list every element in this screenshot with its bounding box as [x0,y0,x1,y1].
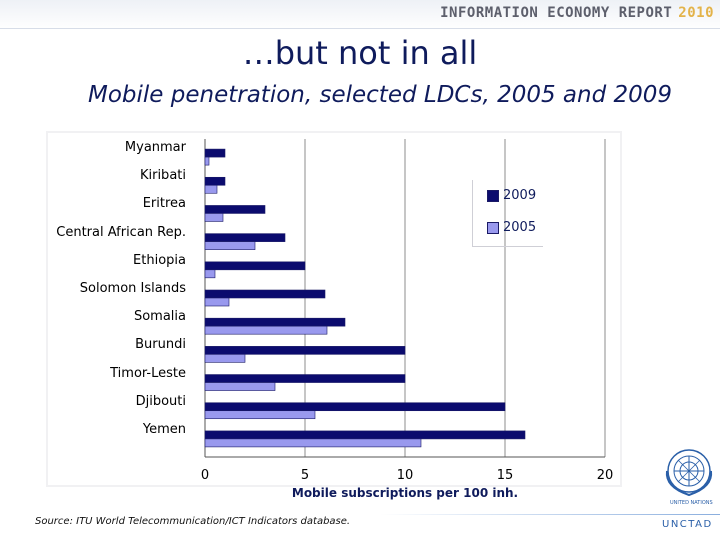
x-axis-title: Mobile subscriptions per 100 inh. [291,486,519,500]
category-label: Solomon Islands [79,281,186,296]
bar-2009-10 [204,430,526,440]
x-tick-label: 0 [200,468,210,483]
category-label: Central African Rep. [56,224,186,240]
slide-title: …but not in all [242,34,478,72]
legend-swatch-2009 [487,189,499,202]
legend-label-2009: 2009 [503,188,537,203]
legend-swatch-2005 [487,221,499,234]
category-label: Djibouti [135,393,186,409]
bar-2005-6 [204,325,328,335]
category-label: Burundi [135,337,186,353]
chart-area [48,133,620,485]
chart-legend: 2009 2005 [472,180,543,247]
footer-rule [380,514,720,515]
bar-2005-8 [204,382,276,391]
category-label: Kiribati [139,168,186,184]
category-labels: Myanmar Kiribati Eritrea Central African Re… [48,133,194,453]
bar-2005-7 [204,354,246,363]
bar-2009-1 [204,176,226,186]
united-nations-label: UNITED NATIONS [670,500,713,506]
legend-item-2005: 2005 [487,220,536,235]
report-title: INFORMATION ECONOMY REPORT 2010 [440,5,714,21]
category-label: Yemen [142,421,186,437]
un-emblem-icon [665,449,713,497]
bar-2005-3 [204,241,256,250]
bar-2005-4 [204,269,216,279]
bar-2009-4 [204,261,306,271]
bar-2005-1 [204,184,218,194]
report-name: INFORMATION ECONOMY REPORT [440,5,673,21]
category-label: Myanmar [124,140,186,156]
header-banner [0,0,720,30]
x-tick-label: 15 [496,468,514,483]
bar-2009-7 [204,346,406,355]
legend-item-2009: 2009 [487,188,536,203]
category-label: Eritrea [142,196,186,212]
unctad-label: UNCTAD [662,519,713,530]
legend-label-2005: 2005 [503,220,537,235]
report-year: 2010 [678,5,714,21]
bar-2009-0 [204,148,226,158]
header-divider [0,28,720,29]
category-label: Ethiopia [133,252,186,268]
bar-2005-5 [204,297,230,307]
bar-2005-0 [204,156,210,166]
bar-2005-2 [204,213,224,222]
x-tick-label: 10 [396,468,414,483]
x-tick-label: 5 [300,468,310,483]
category-label: Somalia [133,309,186,325]
chart-title: Mobile penetration, selected LDCs, 2005 … [88,82,673,108]
category-label: Timor-Leste [110,365,186,381]
bar-2009-5 [204,289,326,299]
bar-2005-10 [204,438,422,448]
x-tick-label: 20 [596,468,614,483]
bar-2009-2 [204,205,266,214]
bar-2009-3 [204,233,286,242]
bar-2005-9 [204,410,316,420]
bar-2009-6 [204,317,346,327]
bar-2009-8 [204,374,406,383]
bar-2009-9 [204,402,506,412]
source-note: Source: ITU World Telecommunication/ICT … [35,516,351,527]
